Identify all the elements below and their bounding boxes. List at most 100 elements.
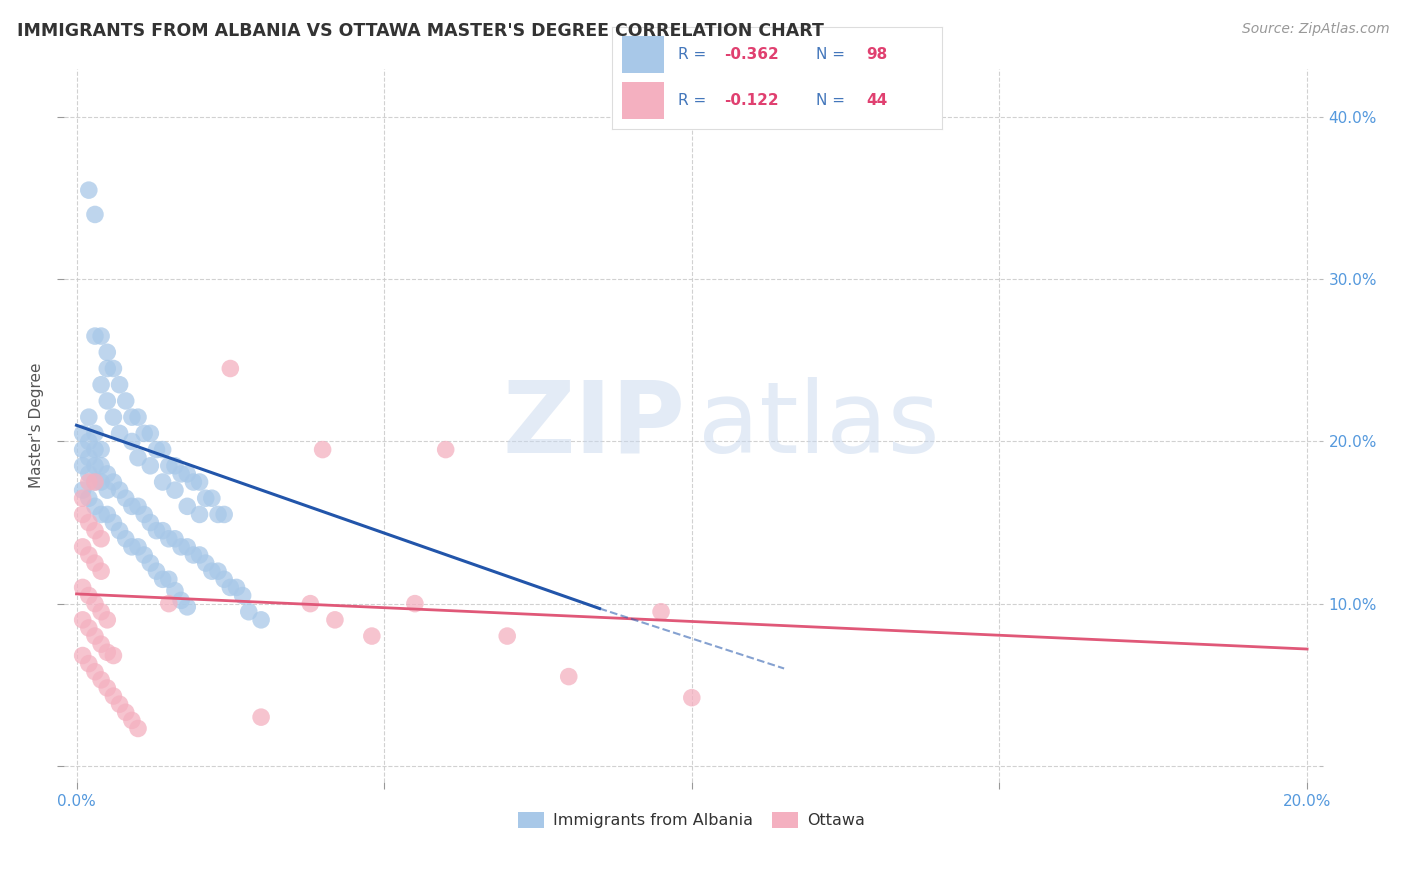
Point [72, 581, 94, 595]
Point [96, 483, 118, 497]
Point [103, 361, 125, 376]
Point [72, 540, 94, 554]
Point [134, 426, 156, 441]
Point [72, 491, 94, 506]
Point [90, 637, 112, 651]
Point [77, 467, 100, 481]
Text: IMMIGRANTS FROM ALBANIA VS OTTAWA MASTER'S DEGREE CORRELATION CHART: IMMIGRANTS FROM ALBANIA VS OTTAWA MASTER… [17, 22, 824, 40]
Text: R =: R = [678, 93, 711, 108]
Point [72, 648, 94, 663]
Point [311, 442, 333, 457]
Point [121, 500, 143, 514]
Point [157, 532, 180, 546]
Point [77, 548, 100, 562]
Point [360, 629, 382, 643]
Point [90, 673, 112, 687]
Text: -0.362: -0.362 [724, 47, 779, 62]
Point [96, 645, 118, 659]
Point [90, 605, 112, 619]
Point [108, 483, 131, 497]
Point [72, 483, 94, 497]
Point [103, 689, 125, 703]
Point [121, 434, 143, 449]
Legend: Immigrants from Albania, Ottawa: Immigrants from Albania, Ottawa [512, 805, 872, 835]
Point [404, 597, 426, 611]
Text: Source: ZipAtlas.com: Source: ZipAtlas.com [1241, 22, 1389, 37]
Point [250, 613, 273, 627]
Point [183, 548, 205, 562]
Point [496, 629, 519, 643]
Point [103, 648, 125, 663]
Point [96, 613, 118, 627]
Point [90, 532, 112, 546]
Point [90, 442, 112, 457]
Point [103, 475, 125, 489]
Point [134, 508, 156, 522]
Point [84, 524, 107, 538]
Point [139, 556, 162, 570]
Point [176, 540, 198, 554]
Point [108, 377, 131, 392]
Point [77, 475, 100, 489]
Point [163, 483, 186, 497]
Point [127, 500, 149, 514]
Point [163, 532, 186, 546]
Text: N =: N = [817, 47, 851, 62]
Point [207, 508, 229, 522]
Point [681, 690, 703, 705]
Point [207, 564, 229, 578]
Text: atlas: atlas [699, 376, 939, 474]
Point [152, 524, 174, 538]
Point [139, 426, 162, 441]
Point [212, 508, 235, 522]
Point [84, 426, 107, 441]
Point [127, 540, 149, 554]
Point [250, 710, 273, 724]
Point [121, 714, 143, 728]
Point [127, 410, 149, 425]
Text: -0.122: -0.122 [724, 93, 779, 108]
Y-axis label: Master's Degree: Master's Degree [30, 362, 44, 488]
Point [84, 329, 107, 343]
Point [96, 467, 118, 481]
Point [72, 426, 94, 441]
Point [145, 442, 167, 457]
Point [163, 583, 186, 598]
Point [121, 410, 143, 425]
Point [72, 613, 94, 627]
Point [77, 621, 100, 635]
Point [127, 450, 149, 465]
Point [96, 681, 118, 695]
Point [77, 657, 100, 671]
Point [77, 410, 100, 425]
Point [188, 548, 211, 562]
Point [225, 581, 247, 595]
Point [103, 516, 125, 530]
Point [84, 207, 107, 221]
Point [114, 532, 136, 546]
Point [139, 458, 162, 473]
Point [96, 361, 118, 376]
Point [96, 508, 118, 522]
Point [90, 377, 112, 392]
Point [194, 556, 217, 570]
Point [232, 589, 254, 603]
Point [152, 475, 174, 489]
Point [90, 564, 112, 578]
Point [90, 329, 112, 343]
Point [121, 540, 143, 554]
Point [219, 581, 242, 595]
Text: R =: R = [678, 47, 711, 62]
Point [183, 475, 205, 489]
Point [108, 524, 131, 538]
Point [77, 183, 100, 197]
Bar [621, 36, 665, 73]
Text: 98: 98 [866, 47, 887, 62]
Point [72, 442, 94, 457]
Point [170, 593, 193, 607]
Point [90, 508, 112, 522]
Point [157, 597, 180, 611]
Point [84, 475, 107, 489]
Point [176, 500, 198, 514]
Point [139, 516, 162, 530]
